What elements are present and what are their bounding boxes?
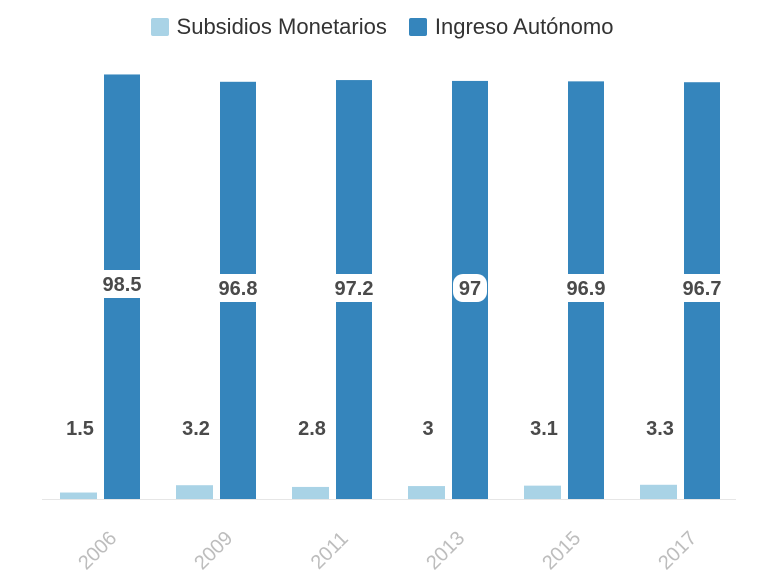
data-label-bg-ingreso-2013 — [453, 274, 487, 302]
data-label-bg-ingreso-2011 — [326, 274, 382, 302]
bar-subsidios-2015[interactable] — [524, 485, 561, 499]
data-label-ingreso-2015: 96.9 — [567, 278, 606, 300]
legend: Subsidios Monetarios Ingreso Autónomo — [0, 14, 764, 40]
legend-label-ingreso: Ingreso Autónomo — [434, 14, 614, 39]
bar-subsidios-2013[interactable] — [408, 486, 445, 499]
x-tick-label-2009: 2009 — [190, 527, 237, 574]
bar-subsidios-2011[interactable] — [292, 486, 329, 499]
data-label-ingreso-2011: 97.2 — [335, 278, 374, 300]
data-label-subsidios-2009: 3.2 — [182, 418, 210, 440]
data-label-ingreso-2013: 97 — [459, 278, 481, 300]
legend-item-subsidios[interactable]: Subsidios Monetarios — [150, 14, 387, 40]
data-label-bg-subsidios-2013 — [415, 414, 441, 442]
x-tick-label-2017: 2017 — [654, 527, 701, 574]
data-label-subsidios-2013: 3 — [422, 418, 433, 440]
bar-subsidios-2017[interactable] — [640, 484, 677, 499]
data-label-subsidios-2011: 2.8 — [298, 418, 326, 440]
data-label-bg-subsidios-2009 — [172, 414, 220, 442]
x-tick-label-2011: 2011 — [307, 528, 353, 574]
data-label-bg-ingreso-2015 — [558, 274, 614, 302]
data-label-bg-subsidios-2015 — [520, 414, 568, 442]
data-label-bg-subsidios-2006 — [56, 414, 104, 442]
x-tick-label-2013: 2013 — [422, 527, 469, 574]
data-label-bg-subsidios-2011 — [288, 414, 336, 442]
legend-label-subsidios: Subsidios Monetarios — [176, 14, 387, 39]
bar-subsidios-2006[interactable] — [60, 492, 97, 499]
legend-item-ingreso[interactable]: Ingreso Autónomo — [408, 14, 614, 40]
x-tick-label-2006: 2006 — [74, 527, 121, 574]
legend-swatch-subsidios — [150, 18, 169, 36]
data-label-bg-ingreso-2009 — [210, 274, 266, 302]
legend-swatch-ingreso — [408, 18, 427, 36]
data-label-bg-ingreso-2006 — [94, 270, 150, 298]
x-tick-label-2015: 2015 — [538, 527, 585, 574]
bar-subsidios-2009[interactable] — [176, 485, 213, 499]
data-label-ingreso-2009: 96.8 — [219, 278, 258, 300]
data-label-ingreso-2006: 98.5 — [103, 274, 142, 296]
data-label-bg-ingreso-2017 — [674, 274, 730, 302]
data-label-bg-subsidios-2017 — [636, 414, 684, 442]
data-label-ingreso-2017: 96.7 — [683, 278, 722, 300]
data-label-subsidios-2006: 1.5 — [66, 418, 94, 440]
data-label-subsidios-2015: 3.1 — [530, 418, 558, 440]
data-label-subsidios-2017: 3.3 — [646, 418, 674, 440]
